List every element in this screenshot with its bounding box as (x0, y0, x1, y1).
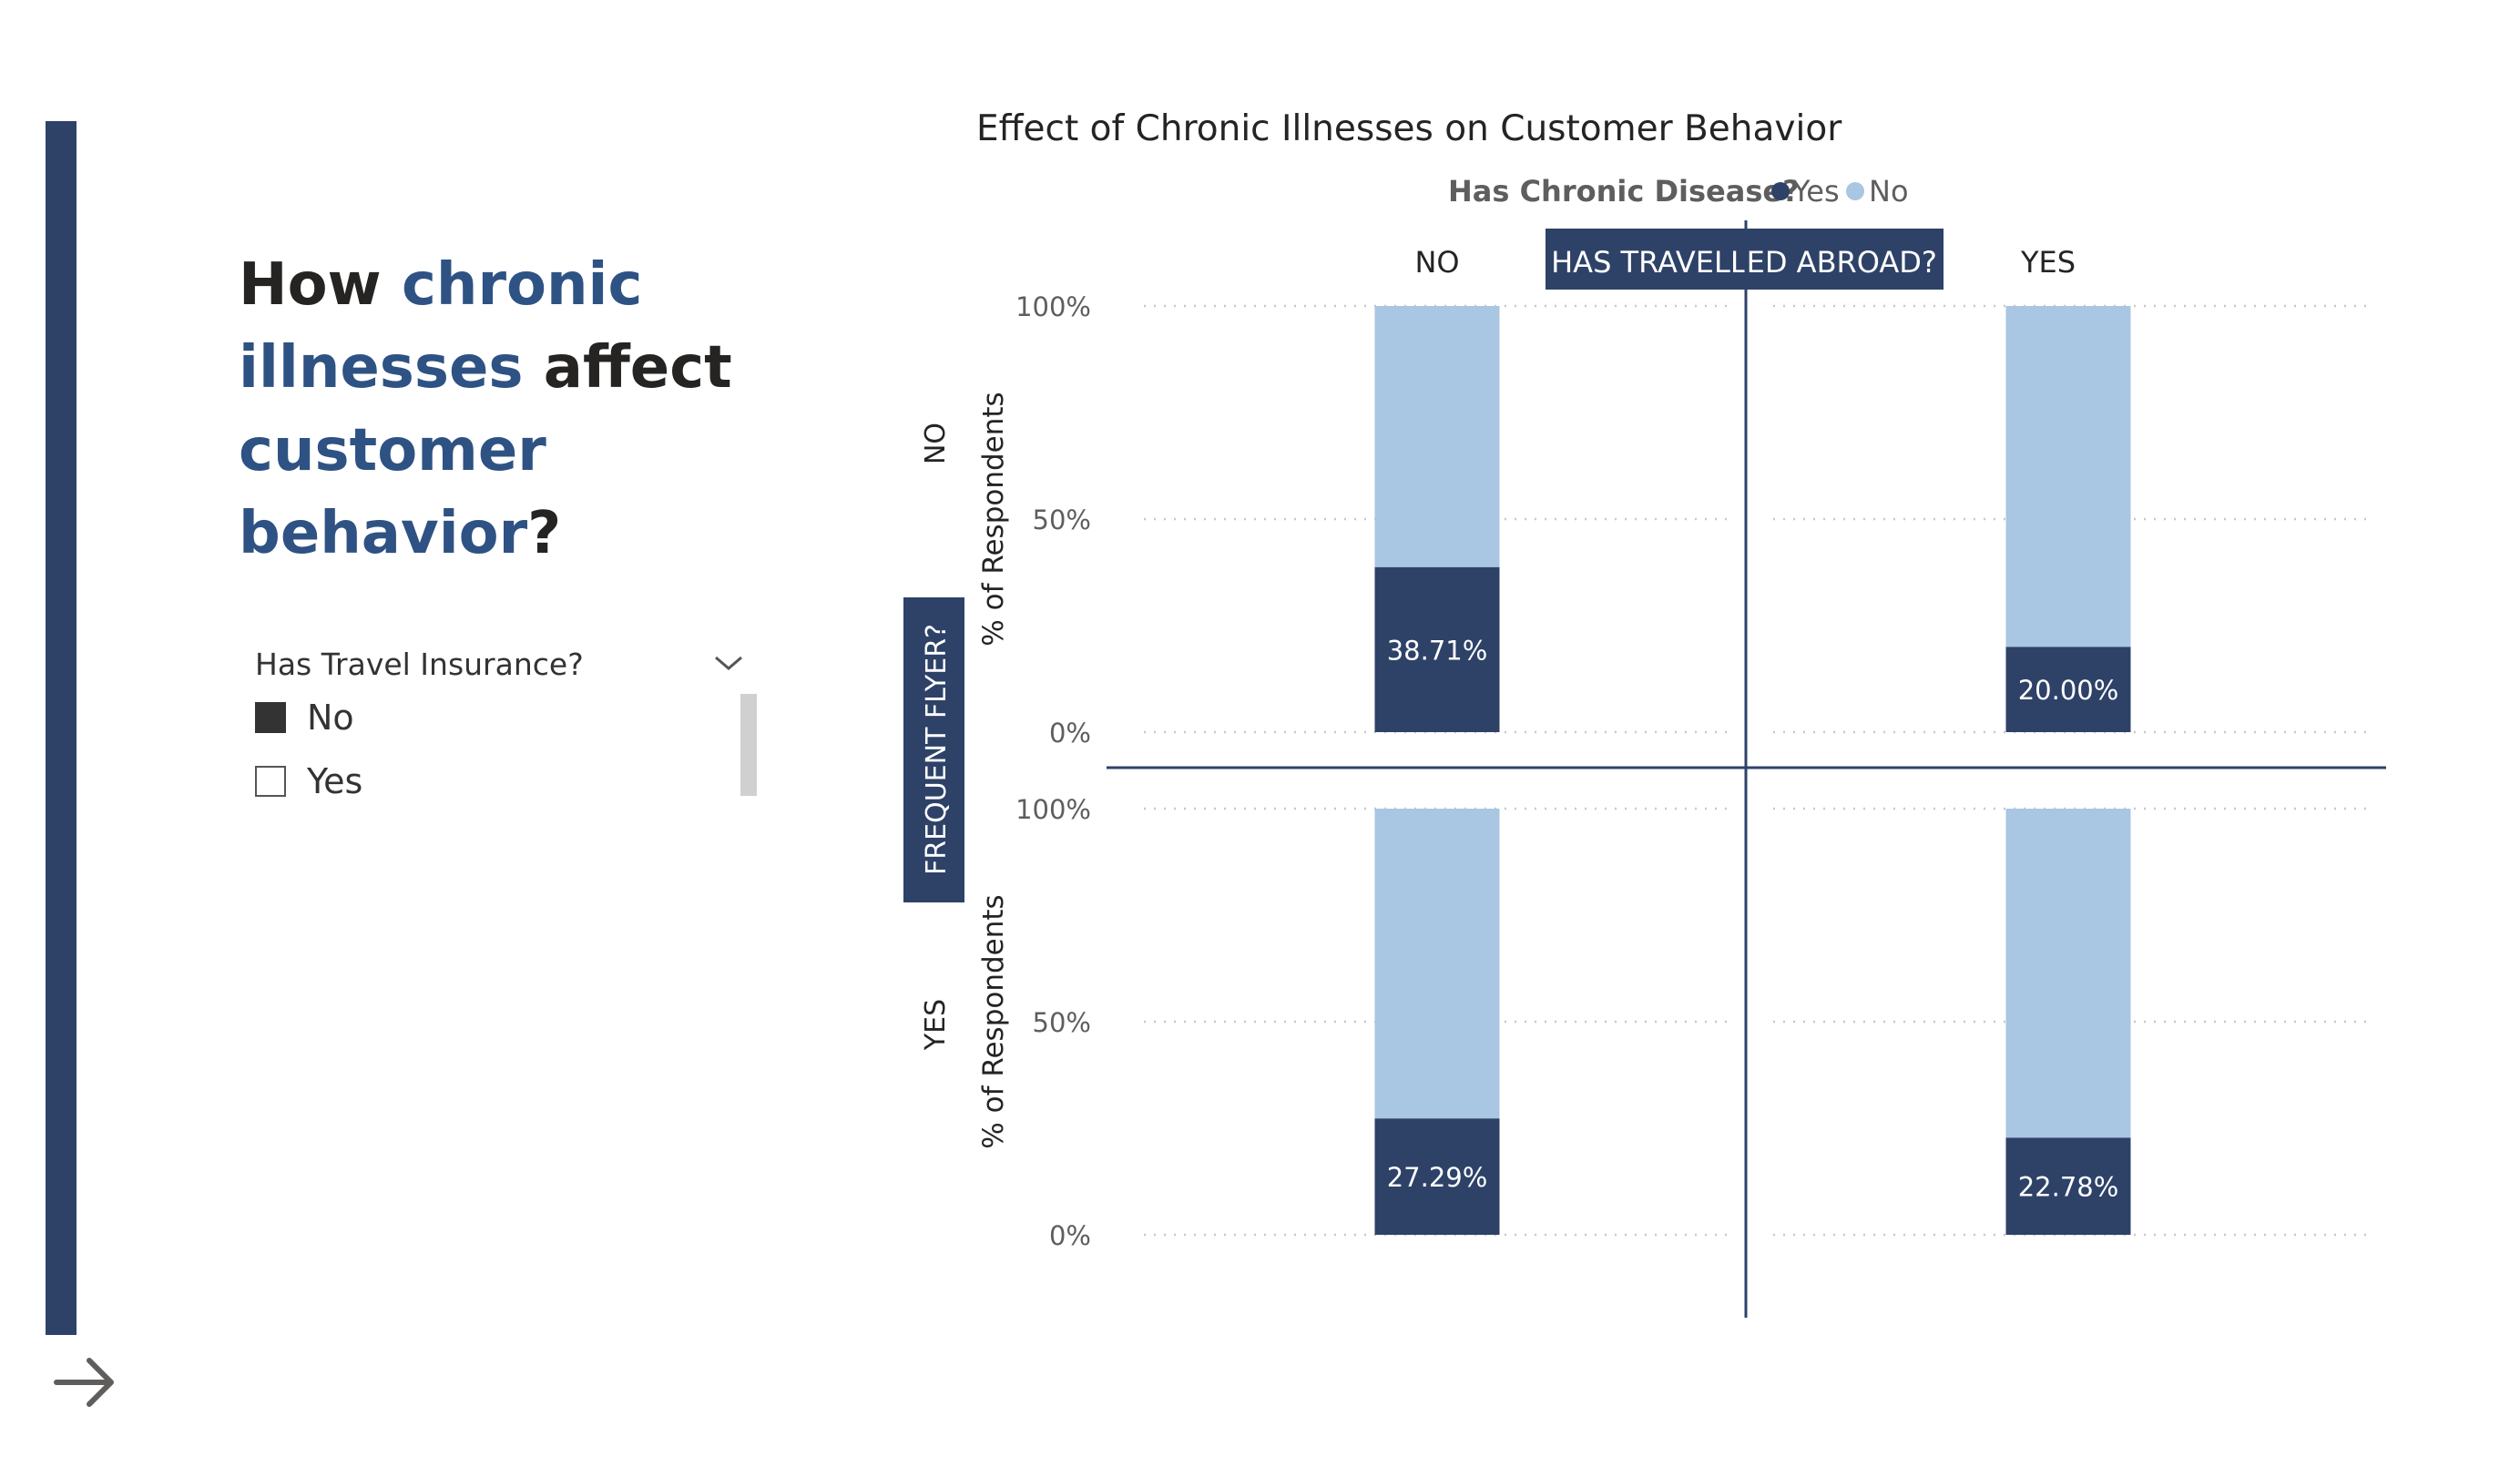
legend-title: Has Chronic Disease? (1448, 174, 1800, 209)
chart-panels: 100% 50% 0% % of Respondents 100% 50% 0% % of R… (977, 291, 2368, 1251)
y-tick-label: 100% (1015, 794, 1091, 825)
slicer-option-no[interactable]: No (255, 698, 354, 738)
column-value-yes: YES (2020, 245, 2076, 280)
y-tick-label: 100% (1015, 291, 1091, 322)
headline-highlight: customer (239, 417, 546, 484)
y-axis-title: % of Respondents (977, 392, 1010, 646)
headline-word: affect (523, 334, 732, 402)
row-field-label: FREQUENT FLYER? (921, 624, 953, 875)
slicer-scrollbar[interactable] (740, 694, 757, 796)
y-tick-label: 50% (1033, 504, 1091, 535)
page-headline: How chronic illnesses affect customer be… (239, 244, 749, 576)
travel-insurance-slicer: Has Travel Insurance? No Yes (255, 647, 765, 829)
bar-segment-yes[interactable] (1374, 1118, 1500, 1235)
chevron-down-icon[interactable] (710, 648, 747, 679)
slicer-option-label: Yes (307, 761, 363, 801)
bar-segment-yes[interactable] (2005, 647, 2131, 732)
y-tick-label: 50% (1033, 1007, 1091, 1038)
headline-highlight: behavior (239, 500, 528, 567)
headline-highlight: illnesses (239, 334, 524, 402)
legend-label-yes[interactable]: Yes (1791, 174, 1840, 209)
headline-word: ? (527, 500, 562, 567)
y-axis-title: % of Respondents (977, 894, 1010, 1148)
data-label: 22.78% (2018, 1172, 2119, 1203)
column-field-label: HAS TRAVELLED ABROAD? (1551, 245, 1937, 280)
legend-label-no[interactable]: No (1869, 174, 1909, 209)
data-label: 27.29% (1387, 1162, 1488, 1193)
headline-word: How (239, 251, 402, 319)
data-label: 20.00% (2018, 675, 2119, 706)
bar-segment-no[interactable] (2005, 306, 2131, 647)
bar-segment-yes[interactable] (1374, 566, 1500, 732)
checkbox[interactable] (255, 766, 286, 797)
data-label: 38.71% (1387, 635, 1488, 666)
bar-segment-yes[interactable] (2005, 1137, 2131, 1235)
bar-segment-no[interactable] (1374, 809, 1500, 1119)
arrow-right-icon[interactable] (53, 1353, 118, 1411)
row-header: FREQUENT FLYER? NO YES (903, 423, 964, 1051)
bar-segment-no[interactable] (1374, 306, 1500, 567)
checkbox[interactable] (255, 702, 286, 733)
y-tick-label: 0% (1049, 1220, 1091, 1251)
legend: Has Chronic Disease? Yes No (1448, 174, 1909, 209)
row-field-badge (903, 597, 964, 902)
slicer-title: Has Travel Insurance? (255, 647, 584, 682)
y-tick-label: 0% (1049, 718, 1091, 749)
row-value-no: NO (920, 423, 952, 464)
slicer-option-label: No (307, 698, 354, 738)
bar-segment-no[interactable] (2005, 809, 2131, 1138)
accent-bar (46, 121, 77, 1335)
headline-highlight: chronic (401, 251, 643, 319)
row-value-yes: YES (920, 999, 952, 1051)
legend-marker-no (1846, 182, 1864, 200)
slicer-option-yes[interactable]: Yes (255, 761, 362, 801)
legend-marker-yes (1771, 182, 1790, 200)
column-value-no: NO (1414, 245, 1459, 280)
chart-title: Effect of Chronic Illnesses on Customer … (976, 108, 1842, 149)
